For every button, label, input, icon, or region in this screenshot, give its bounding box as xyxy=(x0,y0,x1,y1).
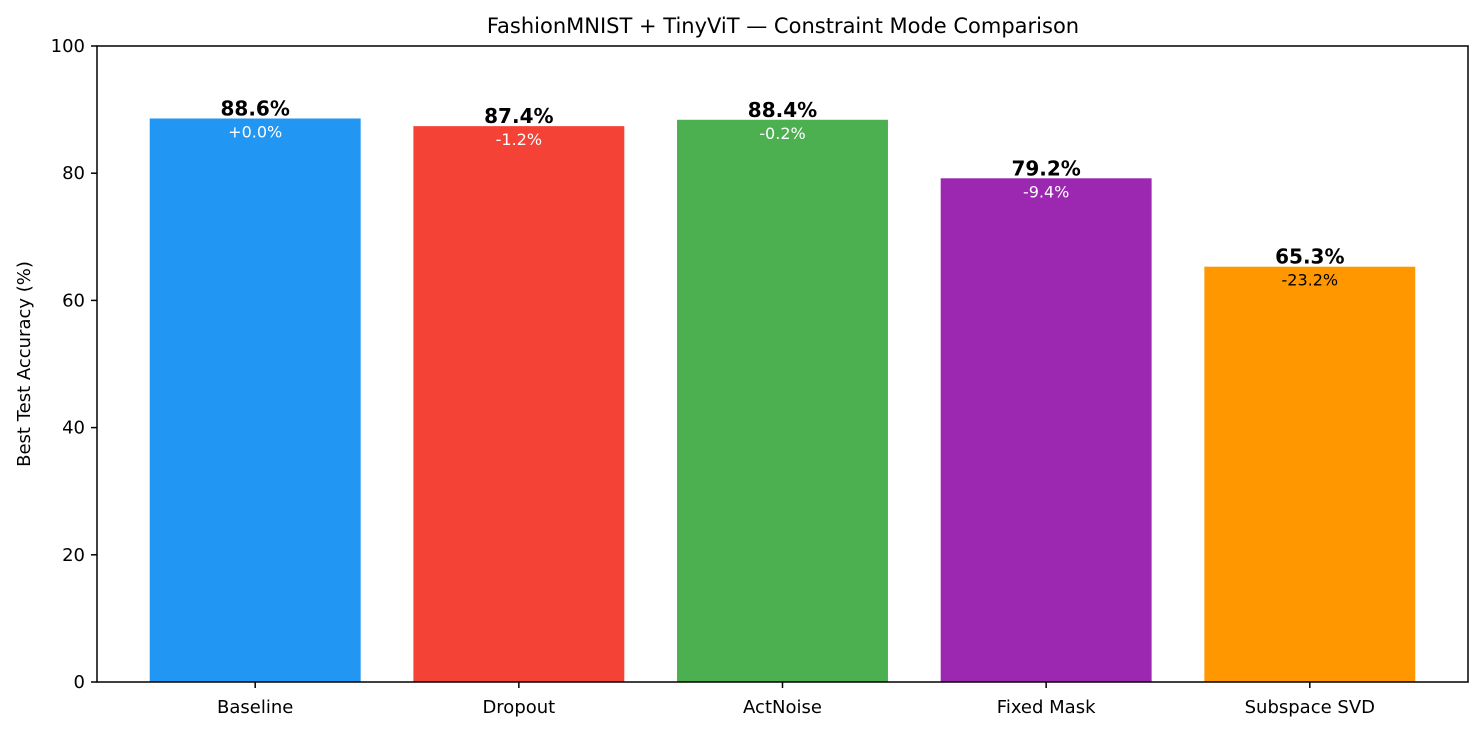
bar-fixed-mask xyxy=(940,178,1152,682)
bar-delta-label: -0.2% xyxy=(759,124,805,143)
y-tick-label: 40 xyxy=(62,418,85,439)
bar-delta-label: -23.2% xyxy=(1282,271,1339,290)
bar-delta-label: +0.0% xyxy=(228,123,282,142)
x-tick-label: Dropout xyxy=(482,697,555,718)
chart-title: FashionMNIST + TinyViT — Constraint Mode… xyxy=(487,14,1079,38)
bars-group xyxy=(149,118,1416,683)
x-tick-label: Subspace SVD xyxy=(1245,697,1375,718)
bar-value-label: 88.6% xyxy=(220,97,289,121)
bar-subspace-svd xyxy=(1204,266,1416,682)
y-tick-label: 20 xyxy=(62,545,85,566)
x-tick-label: Baseline xyxy=(217,697,293,718)
y-tick-label: 0 xyxy=(74,672,85,693)
x-tick-label: ActNoise xyxy=(743,697,822,718)
bar-value-label: 88.4% xyxy=(748,98,817,122)
bar-value-label: 65.3% xyxy=(1275,245,1344,269)
y-tick-label: 60 xyxy=(62,290,85,311)
bar-delta-label: -9.4% xyxy=(1023,182,1069,201)
y-tick-label: 80 xyxy=(62,163,85,184)
axes-group: Baseline Dropout ActNoise Fixed Mask Subspac… xyxy=(51,36,1469,718)
bar-labels-group: 88.6% +0.0% 87.4% -1.2% 88.4% -0.2% 79.2% -9.4%… xyxy=(220,97,1344,290)
bar-baseline xyxy=(149,118,361,682)
plot-frame xyxy=(96,45,1469,683)
bar-actnoise xyxy=(677,119,888,682)
bar-value-label: 79.2% xyxy=(1011,156,1080,180)
y-tick-label: 100 xyxy=(51,36,85,57)
bar-value-label: 87.4% xyxy=(484,104,553,128)
x-tick-label: Fixed Mask xyxy=(997,697,1096,718)
bar-delta-label: -1.2% xyxy=(496,130,542,149)
y-axis-label: Best Test Accuracy (%) xyxy=(14,261,35,467)
bar-dropout xyxy=(413,126,625,683)
